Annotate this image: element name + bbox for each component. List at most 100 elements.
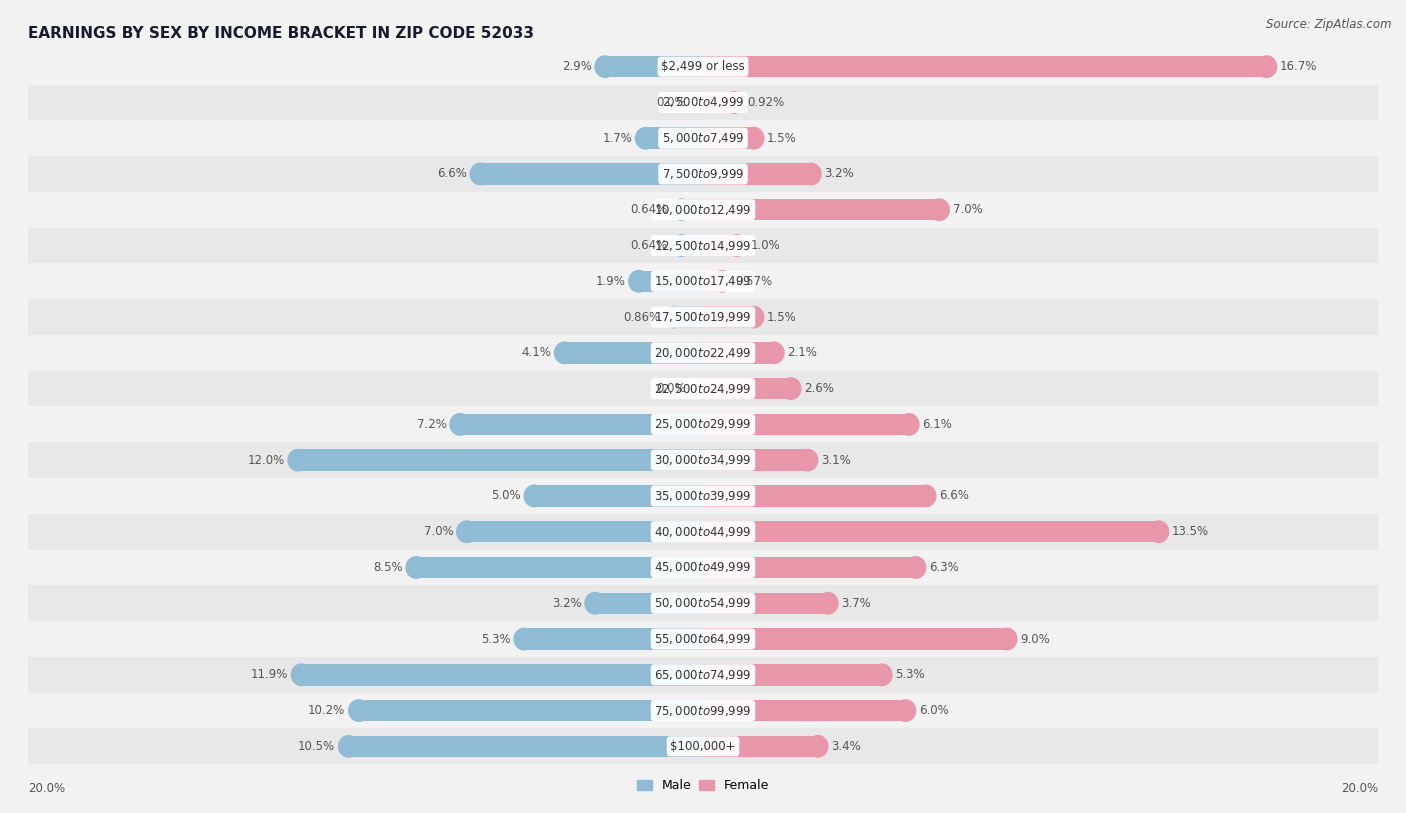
- Text: 0.64%: 0.64%: [631, 239, 668, 252]
- Bar: [28, 406, 1378, 442]
- Bar: [673, 307, 703, 328]
- Text: 2.1%: 2.1%: [787, 346, 817, 359]
- Text: $15,000 to $17,499: $15,000 to $17,499: [654, 274, 752, 289]
- Text: 20.0%: 20.0%: [28, 782, 65, 795]
- Text: $10,000 to $12,499: $10,000 to $12,499: [654, 202, 752, 217]
- Circle shape: [339, 736, 359, 757]
- Circle shape: [554, 342, 575, 363]
- Text: 1.5%: 1.5%: [768, 311, 797, 324]
- Text: 0.92%: 0.92%: [748, 96, 785, 109]
- Bar: [28, 156, 1378, 192]
- Text: 5.3%: 5.3%: [481, 633, 510, 646]
- Circle shape: [898, 414, 920, 435]
- Text: 7.2%: 7.2%: [416, 418, 447, 431]
- Bar: [28, 621, 1378, 657]
- Circle shape: [288, 450, 308, 471]
- Text: $45,000 to $49,999: $45,000 to $49,999: [654, 560, 752, 575]
- Circle shape: [905, 557, 925, 578]
- Circle shape: [797, 450, 818, 471]
- Text: 0.86%: 0.86%: [623, 311, 661, 324]
- Bar: [703, 235, 737, 256]
- Text: 6.6%: 6.6%: [939, 489, 969, 502]
- Circle shape: [744, 128, 763, 149]
- Bar: [28, 228, 1378, 263]
- Text: 0.64%: 0.64%: [631, 203, 668, 216]
- Bar: [703, 521, 1159, 542]
- Text: 2.6%: 2.6%: [804, 382, 834, 395]
- Text: 2.9%: 2.9%: [562, 60, 592, 73]
- Text: 1.0%: 1.0%: [751, 239, 780, 252]
- Bar: [28, 120, 1378, 156]
- Circle shape: [724, 92, 744, 113]
- Text: $100,000+: $100,000+: [671, 740, 735, 753]
- Text: $25,000 to $29,999: $25,000 to $29,999: [654, 417, 752, 432]
- Bar: [28, 478, 1378, 514]
- Circle shape: [671, 235, 692, 256]
- Text: EARNINGS BY SEX BY INCOME BRACKET IN ZIP CODE 52033: EARNINGS BY SEX BY INCOME BRACKET IN ZIP…: [28, 26, 534, 41]
- Text: 3.1%: 3.1%: [821, 454, 851, 467]
- Text: 5.3%: 5.3%: [896, 668, 925, 681]
- Bar: [703, 199, 939, 220]
- Text: $55,000 to $64,999: $55,000 to $64,999: [654, 632, 752, 646]
- Bar: [28, 371, 1378, 406]
- Text: 13.5%: 13.5%: [1173, 525, 1209, 538]
- Bar: [416, 557, 703, 578]
- Circle shape: [1257, 56, 1277, 77]
- Text: $7,500 to $9,999: $7,500 to $9,999: [662, 167, 744, 181]
- Circle shape: [929, 199, 949, 220]
- Bar: [703, 557, 915, 578]
- Text: $20,000 to $22,499: $20,000 to $22,499: [654, 346, 752, 360]
- Bar: [703, 163, 811, 185]
- Bar: [703, 664, 882, 685]
- Circle shape: [515, 628, 534, 650]
- Text: 8.5%: 8.5%: [373, 561, 402, 574]
- Circle shape: [628, 271, 650, 292]
- Text: 3.2%: 3.2%: [551, 597, 582, 610]
- Text: 10.2%: 10.2%: [308, 704, 346, 717]
- Text: $35,000 to $39,999: $35,000 to $39,999: [654, 489, 752, 503]
- Bar: [703, 450, 807, 471]
- Text: $50,000 to $54,999: $50,000 to $54,999: [654, 596, 752, 611]
- Bar: [298, 450, 703, 471]
- Text: $5,000 to $7,499: $5,000 to $7,499: [662, 131, 744, 146]
- Bar: [28, 442, 1378, 478]
- Text: 1.5%: 1.5%: [768, 132, 797, 145]
- Text: $12,500 to $14,999: $12,500 to $14,999: [654, 238, 752, 253]
- Circle shape: [470, 163, 491, 185]
- Bar: [359, 700, 703, 721]
- Circle shape: [636, 128, 655, 149]
- Bar: [349, 736, 703, 757]
- Bar: [703, 92, 734, 113]
- Bar: [682, 235, 703, 256]
- Bar: [534, 485, 703, 506]
- Bar: [460, 414, 703, 435]
- Circle shape: [727, 235, 747, 256]
- Bar: [28, 585, 1378, 621]
- Text: 0.0%: 0.0%: [657, 382, 686, 395]
- Bar: [28, 550, 1378, 585]
- Bar: [28, 85, 1378, 120]
- Bar: [524, 628, 703, 650]
- Bar: [703, 485, 925, 506]
- Bar: [703, 128, 754, 149]
- Text: 3.4%: 3.4%: [831, 740, 860, 753]
- Bar: [638, 271, 703, 292]
- Text: 0.57%: 0.57%: [735, 275, 773, 288]
- Text: 4.1%: 4.1%: [522, 346, 551, 359]
- Bar: [703, 736, 818, 757]
- Text: 12.0%: 12.0%: [247, 454, 284, 467]
- Text: $2,500 to $4,999: $2,500 to $4,999: [662, 95, 744, 110]
- Circle shape: [585, 593, 605, 614]
- Text: $65,000 to $74,999: $65,000 to $74,999: [654, 667, 752, 682]
- Bar: [467, 521, 703, 542]
- Bar: [703, 307, 754, 328]
- Text: 3.7%: 3.7%: [841, 597, 872, 610]
- Circle shape: [595, 56, 616, 77]
- Circle shape: [763, 342, 785, 363]
- Text: $17,500 to $19,999: $17,500 to $19,999: [654, 310, 752, 324]
- Circle shape: [406, 557, 426, 578]
- Text: 5.0%: 5.0%: [491, 489, 520, 502]
- Text: 6.6%: 6.6%: [437, 167, 467, 180]
- Text: 6.0%: 6.0%: [920, 704, 949, 717]
- Text: 1.9%: 1.9%: [596, 275, 626, 288]
